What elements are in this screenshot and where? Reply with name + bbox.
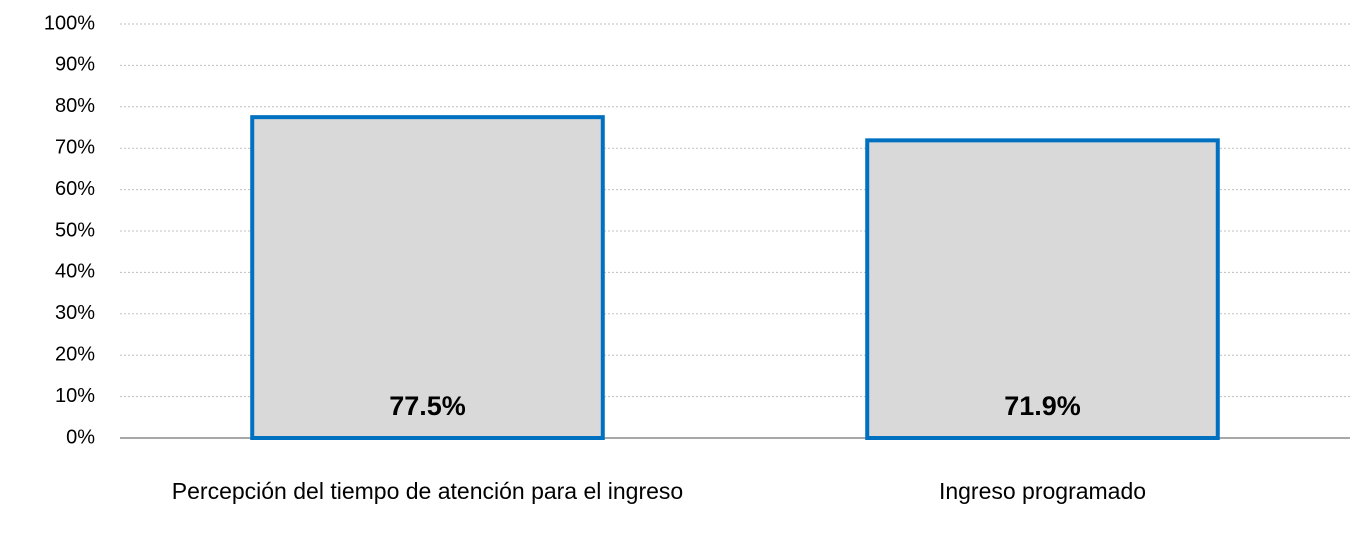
y-tick-label: 30% xyxy=(55,302,95,324)
y-tick-label: 60% xyxy=(55,178,95,200)
y-tick-label: 40% xyxy=(55,261,95,283)
y-tick-label: 80% xyxy=(55,95,95,117)
x-tick-label: Percepción del tiempo de atención para e… xyxy=(171,478,684,504)
bar xyxy=(250,115,605,441)
x-tick-label: Ingreso programado xyxy=(938,478,1147,504)
data-label: 71.9% xyxy=(1004,391,1081,421)
y-tick-label: 50% xyxy=(55,219,95,241)
y-tick-label: 100% xyxy=(44,12,95,34)
y-tick-label: 70% xyxy=(55,136,95,158)
y-tick-label: 0% xyxy=(66,426,95,448)
y-tick-label: 20% xyxy=(55,343,95,365)
bar xyxy=(865,138,1220,440)
data-label: 77.5% xyxy=(389,391,466,421)
y-tick-label: 90% xyxy=(55,54,95,76)
y-tick-label: 10% xyxy=(55,385,95,407)
